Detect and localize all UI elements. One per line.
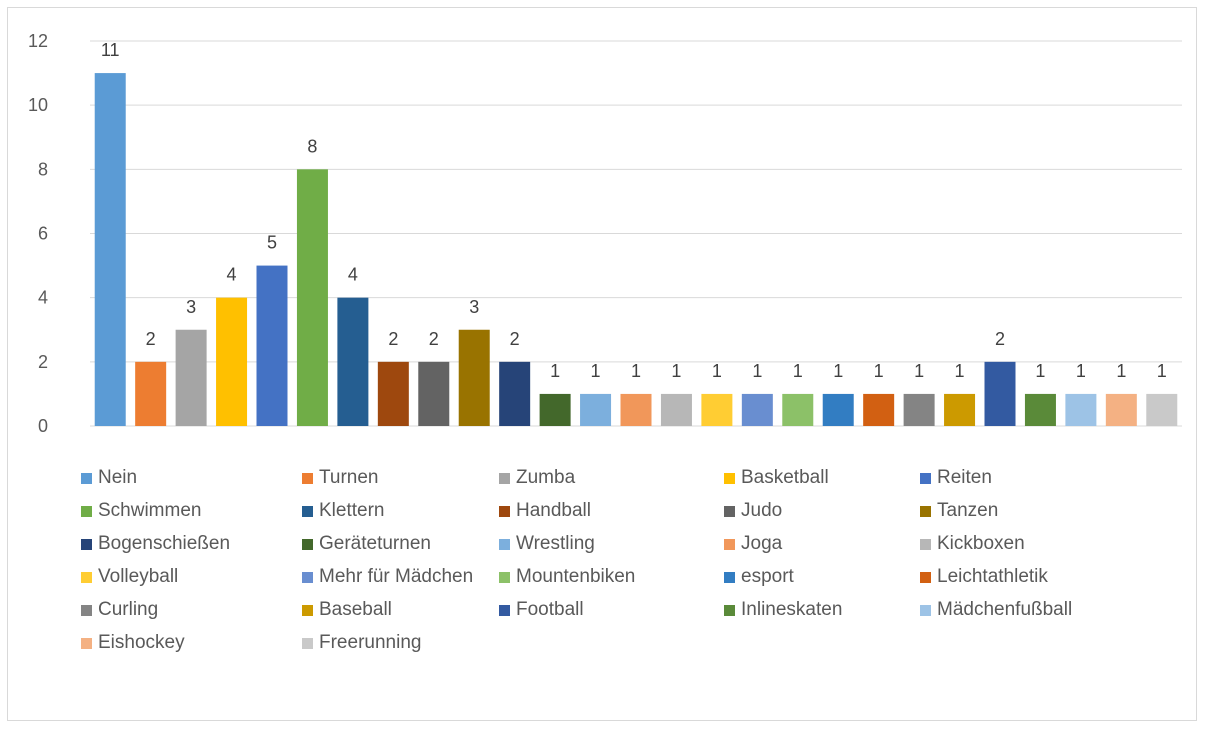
bar: [256, 265, 288, 426]
bar: [458, 329, 490, 426]
bar: [499, 361, 531, 426]
y-tick-label: 4: [38, 288, 48, 308]
y-tick-label: 0: [38, 416, 48, 436]
data-label: 2: [510, 329, 520, 349]
bar: [94, 73, 126, 426]
y-tick-label: 10: [28, 95, 48, 115]
data-label: 1: [793, 361, 803, 381]
bar: [580, 393, 612, 426]
y-tick-label: 8: [38, 159, 48, 179]
bar: [822, 393, 854, 426]
data-label: 3: [186, 297, 196, 317]
bar: [660, 393, 692, 426]
y-tick-label: 12: [28, 31, 48, 51]
data-label: 2: [429, 329, 439, 349]
data-label: 1: [1116, 361, 1126, 381]
data-label: 2: [388, 329, 398, 349]
data-label: 1: [550, 361, 560, 381]
bar: [175, 329, 207, 426]
data-label: 8: [307, 136, 317, 156]
data-label: 1: [1035, 361, 1045, 381]
bar: [1105, 393, 1137, 426]
bar: [1065, 393, 1097, 426]
data-label: 1: [712, 361, 722, 381]
data-label: 1: [955, 361, 965, 381]
bar: [944, 393, 976, 426]
data-label: 1: [671, 361, 681, 381]
data-label: 1: [914, 361, 924, 381]
data-label: 3: [469, 297, 479, 317]
bar: [539, 393, 571, 426]
data-label: 4: [348, 265, 358, 285]
data-label: 4: [227, 265, 237, 285]
y-axis: 0 2 4 6 8 10 12: [28, 31, 48, 436]
bars: [94, 73, 1178, 427]
data-label: 1: [833, 361, 843, 381]
data-label: 1: [591, 361, 601, 381]
bar: [620, 393, 652, 426]
data-label: 1: [631, 361, 641, 381]
bar: [984, 361, 1016, 426]
bar: [903, 393, 935, 426]
bar: [1146, 393, 1178, 426]
y-tick-label: 6: [38, 224, 48, 244]
bar: [741, 393, 773, 426]
y-tick-label: 2: [38, 352, 48, 372]
data-label: 1: [752, 361, 762, 381]
bar: [701, 393, 733, 426]
data-label: 1: [1157, 361, 1167, 381]
data-label: 5: [267, 233, 277, 253]
bar: [377, 361, 409, 426]
bar: [1024, 393, 1056, 426]
bar: [863, 393, 895, 426]
data-label: 2: [146, 329, 156, 349]
data-label: 1: [874, 361, 884, 381]
bar: [337, 297, 369, 426]
bar: [418, 361, 450, 426]
data-label: 1: [1076, 361, 1086, 381]
bar: [135, 361, 167, 426]
bar: [782, 393, 814, 426]
data-label: 2: [995, 329, 1005, 349]
bar: [296, 169, 328, 427]
data-label: 11: [101, 40, 120, 60]
bar: [216, 297, 248, 426]
